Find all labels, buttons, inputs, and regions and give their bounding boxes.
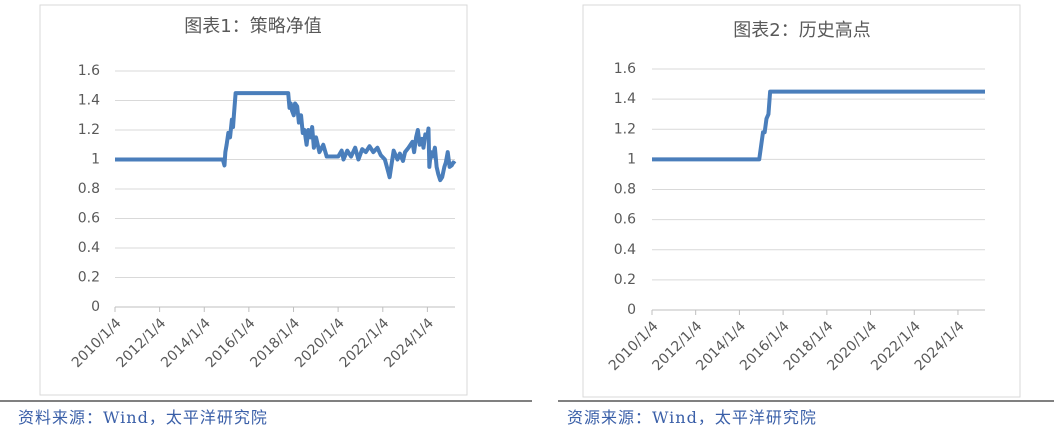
x-tick-label: 2024/1/4 — [381, 315, 437, 371]
y-tick-label: 1.4 — [614, 91, 636, 107]
y-tick-label: 0.2 — [78, 270, 100, 286]
chart-frame — [582, 4, 1021, 398]
y-tick-label: 0.4 — [78, 240, 100, 256]
y-tick-label: 0.6 — [614, 212, 636, 228]
y-tick-label: 0.2 — [614, 272, 636, 288]
y-tick-label: 0.6 — [78, 211, 100, 227]
line-series — [652, 89, 985, 162]
y-tick-label: 0 — [91, 299, 100, 315]
source-note: 资料来源：Wind，太平洋研究院 — [18, 408, 268, 427]
y-tick-label: 1.6 — [614, 61, 636, 77]
y-tick-label: 1 — [91, 152, 100, 168]
chart-title: 图表2：历史高点 — [733, 20, 870, 41]
y-tick-label: 0.8 — [78, 181, 100, 197]
y-tick-label: 0.4 — [614, 242, 636, 258]
y-tick-label: 1.4 — [78, 93, 100, 109]
y-tick-label: 0 — [627, 302, 636, 318]
y-tick-label: 1.2 — [78, 122, 100, 138]
source-note: 资源来源：Wind，太平洋研究院 — [567, 408, 817, 427]
chart-title: 图表1：策略净值 — [184, 16, 321, 37]
y-tick-label: 1.6 — [78, 63, 100, 79]
y-tick-label: 1.2 — [614, 121, 636, 137]
line-series — [115, 91, 457, 183]
chart-frame — [39, 4, 468, 396]
y-tick-label: 0.8 — [614, 182, 636, 198]
y-tick-label: 1 — [627, 151, 636, 167]
